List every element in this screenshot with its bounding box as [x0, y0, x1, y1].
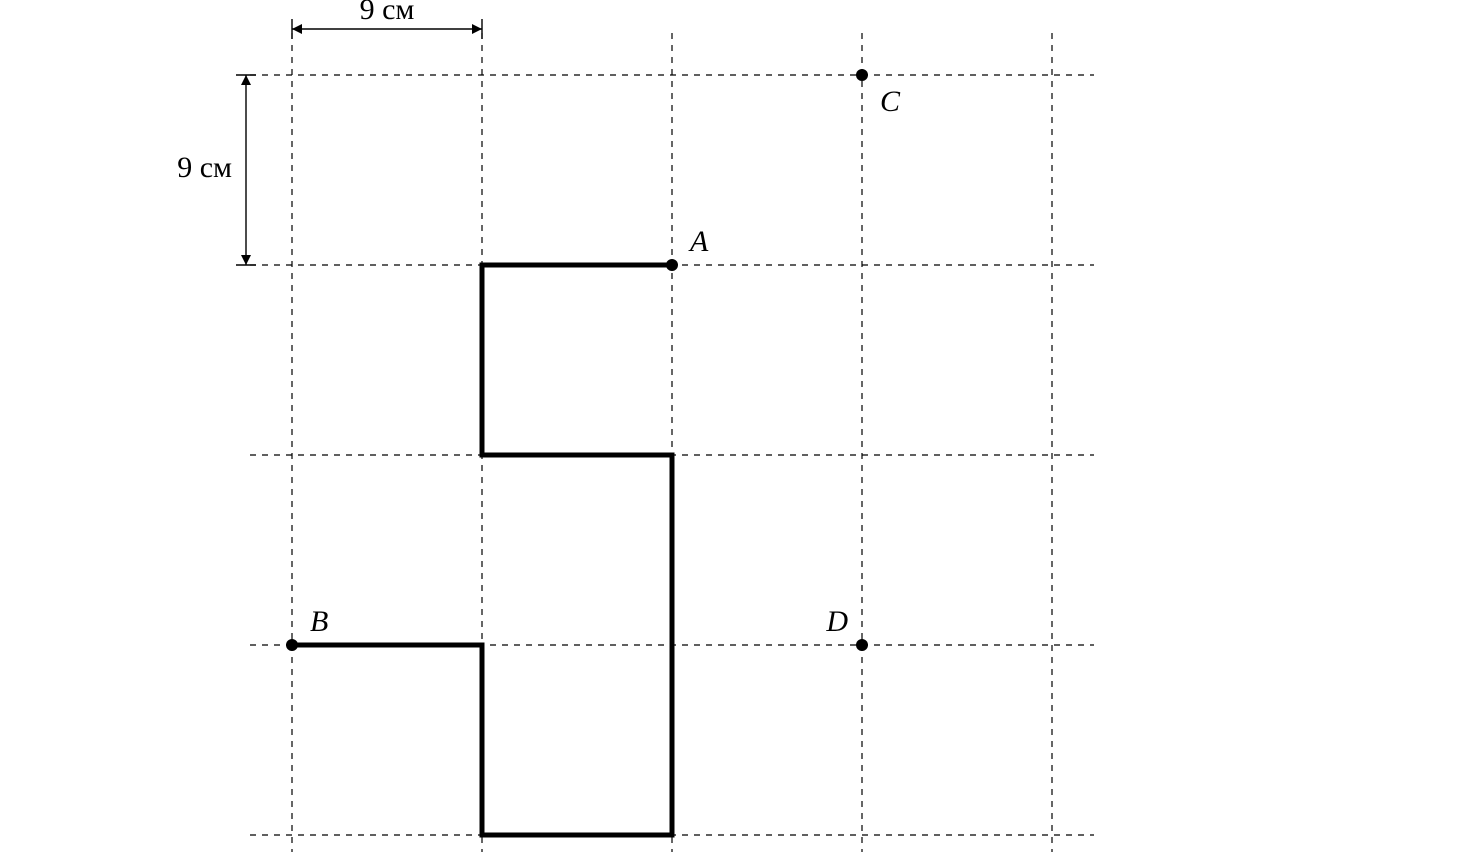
- point-label-B: B: [310, 605, 328, 638]
- point-D: [856, 639, 868, 651]
- dimension-label-horizontal: 9 см: [360, 0, 415, 26]
- point-B: [286, 639, 298, 651]
- dimension-horizontal: 9 см: [292, 0, 482, 39]
- dimension-vertical: 9 см: [177, 75, 256, 265]
- point-label-A: A: [688, 225, 709, 258]
- point-C: [856, 69, 868, 81]
- point-A: [666, 259, 678, 271]
- point-label-C: C: [880, 85, 901, 118]
- dimension-label-vertical: 9 см: [177, 151, 232, 184]
- point-label-D: D: [825, 605, 848, 638]
- grid-diagram: 9 см 9 см A B C D: [0, 0, 1471, 852]
